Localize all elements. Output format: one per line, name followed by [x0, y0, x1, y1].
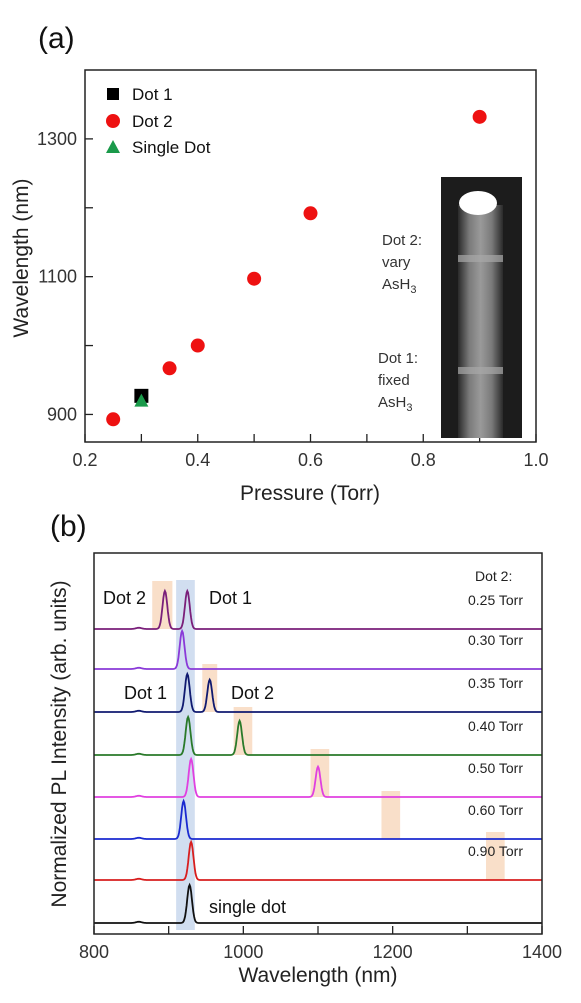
series-label: 0.90 Torr	[468, 843, 523, 859]
x-tick-label: 0.8	[411, 450, 436, 470]
panel-b-label: (b)	[50, 510, 87, 543]
inset-dot-2-title: Dot 2:	[382, 232, 422, 249]
series-label: 0.40 Torr	[468, 718, 523, 734]
series-label: 0.30 Torr	[468, 632, 523, 648]
dot-2-band	[458, 255, 503, 262]
annotation-dot-1-top: Dot 1	[209, 588, 252, 608]
data-point-dot-2	[162, 361, 177, 376]
panel-a-x-ticks: 0.2 0.4 0.6 0.8 1.0	[72, 434, 549, 470]
dot-2-highlight-band	[486, 832, 505, 880]
pl-trace	[94, 798, 542, 840]
panel-a-label: (a)	[38, 22, 75, 55]
pl-trace	[94, 714, 542, 756]
dot-2-highlight-band	[202, 664, 218, 712]
inset-dot-2-line2: vary	[382, 254, 411, 271]
pl-trace	[94, 588, 542, 630]
panel-a-chart: 900 1100 1300 0.2 0.4 0.6 0.8 1.0 Pressure (To…	[10, 69, 549, 505]
pl-trace	[94, 882, 542, 924]
panel-b-chart: 800 1000 1200 1400 0.25 Torr 0.30 Torr 0.35 T…	[48, 552, 562, 987]
series-label: 0.25 Torr	[468, 592, 523, 608]
inset-dot-1-chem: AsH3	[378, 394, 412, 414]
data-point-dot-2	[303, 206, 318, 221]
inset-label-dot-1: Dot 1: fixed AsH3	[378, 350, 418, 414]
data-point-single-dot	[134, 393, 149, 407]
panel-a-x-axis-label: Pressure (Torr)	[240, 482, 380, 505]
y-tick-label: 900	[47, 404, 77, 424]
catalyst-particle	[459, 191, 497, 215]
panel-a-legend: Dot 1 Dot 2 Single Dot	[106, 85, 211, 157]
annotation-dot-2-mid: Dot 2	[231, 683, 274, 703]
legend-square-marker	[107, 88, 119, 100]
y-tick-label: 1300	[37, 129, 77, 149]
pl-trace	[94, 671, 542, 713]
legend-circle-marker	[106, 114, 120, 128]
y-tick-label: 1100	[38, 267, 77, 287]
x-tick-label: 0.4	[185, 450, 210, 470]
x-tick-label: 1200	[373, 942, 413, 962]
series-label: 0.60 Torr	[468, 802, 523, 818]
nanowire-body	[458, 205, 503, 438]
data-point-dot-2	[190, 338, 205, 353]
panel-b-series-labels: 0.25 Torr 0.30 Torr 0.35 Torr 0.40 Torr 0.50…	[209, 592, 523, 917]
inset-dot-2-chem: AsH3	[382, 276, 416, 296]
dot-1-band	[458, 367, 503, 374]
x-tick-label: 1.0	[523, 450, 548, 470]
x-tick-label: 1000	[223, 942, 263, 962]
series-label: single dot	[209, 897, 286, 917]
annotation-dot-2-top: Dot 2	[103, 588, 146, 608]
inset-dot-1-title: Dot 1:	[378, 350, 418, 367]
series-label: 0.35 Torr	[468, 675, 523, 691]
data-point-dot-2	[106, 412, 121, 427]
panel-a-y-ticks: 900 1100 1300	[37, 129, 93, 424]
legend-triangle-marker	[106, 140, 120, 153]
legend-label-dot-2: Dot 2	[132, 112, 173, 131]
legend-label-single-dot: Single Dot	[132, 138, 211, 157]
panel-b-traces	[94, 588, 542, 924]
legend-label-dot-1: Dot 1	[132, 85, 173, 104]
x-tick-label: 1400	[522, 942, 562, 962]
inset-label-dot-2: Dot 2: vary AsH3	[382, 232, 422, 296]
pl-trace	[94, 839, 542, 881]
data-point-dot-2	[247, 271, 262, 286]
dot-2-highlight-band	[233, 707, 253, 755]
pl-trace	[94, 756, 542, 798]
panel-b-y-axis-label: Normalized PL Intensity (arb. units)	[48, 580, 71, 907]
panel-b-header: Dot 2:	[475, 568, 512, 584]
annotation-dot-1-mid: Dot 1	[124, 683, 167, 703]
x-tick-label: 0.2	[72, 450, 97, 470]
panel-a-points	[106, 109, 487, 427]
series-label: 0.50 Torr	[468, 760, 523, 776]
inset-dot-1-line2: fixed	[378, 372, 410, 389]
x-tick-label: 0.6	[298, 450, 323, 470]
panel-a-y-axis-label: Wavelength (nm)	[10, 178, 33, 337]
pl-trace	[94, 628, 542, 670]
inset-micrograph	[441, 177, 522, 438]
panel-b-x-ticks: 800 1000 1200 1400	[79, 926, 562, 962]
dot-2-highlight-band	[381, 791, 401, 839]
data-point-dot-2	[472, 109, 487, 124]
panel-b-x-axis-label: Wavelength (nm)	[238, 964, 397, 987]
x-tick-label: 800	[79, 942, 109, 962]
